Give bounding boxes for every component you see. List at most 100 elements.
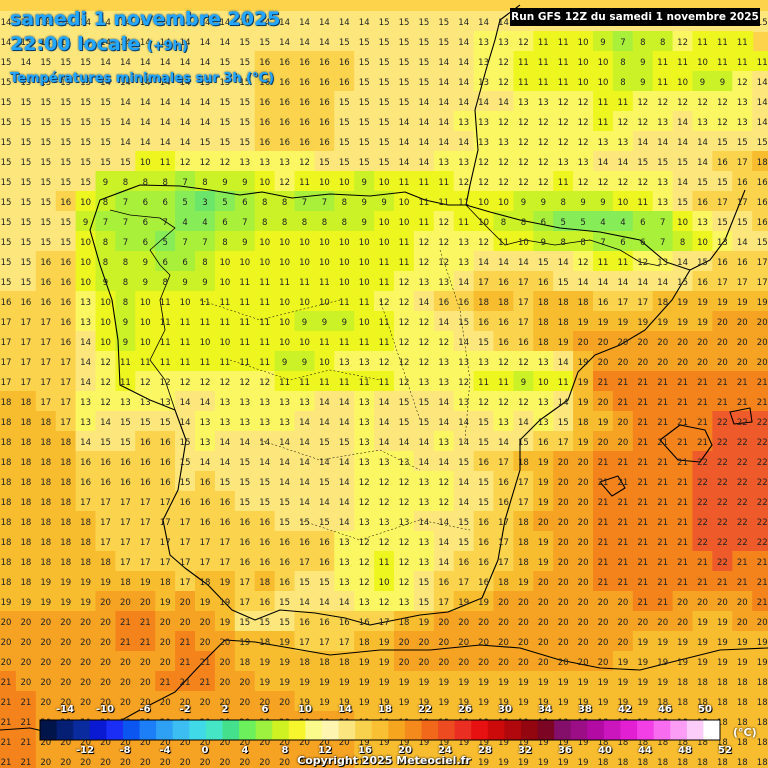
temperature-cell <box>274 191 296 212</box>
temperature-cell <box>513 151 535 172</box>
temperature-cell <box>652 71 674 92</box>
colorbar-swatch <box>388 720 406 740</box>
temperature-cell <box>334 271 356 292</box>
temperature-cell <box>195 231 216 252</box>
temperature-cell <box>334 91 356 112</box>
colorbar-swatch <box>404 720 422 740</box>
temperature-cell <box>394 171 415 192</box>
temperature-cell <box>692 191 714 212</box>
temperature-cell <box>533 111 555 132</box>
temperature-cell <box>35 51 57 72</box>
temperature-cell <box>135 131 157 152</box>
temperature-cell <box>294 71 316 92</box>
temperature-cell <box>513 231 535 252</box>
temperature-cell <box>55 31 77 52</box>
temperature-cell <box>593 131 614 152</box>
temperature-cell <box>195 11 216 32</box>
temperature-cell <box>593 151 614 172</box>
temperature-cell <box>155 191 177 212</box>
temperature-cell <box>75 131 97 152</box>
temperature-cell <box>453 131 475 152</box>
temperature-cell <box>314 231 336 252</box>
temperature-cell <box>473 31 495 52</box>
temperature-cell <box>274 271 296 292</box>
temperature-cell <box>573 191 594 212</box>
temperature-cell <box>15 251 37 272</box>
temperature-cell <box>274 51 296 72</box>
temperature-cell <box>374 251 395 272</box>
temperature-cell <box>175 51 196 72</box>
temperature-cell <box>0 111 17 132</box>
temperature-cell <box>55 91 77 112</box>
temperature-cell <box>75 111 97 132</box>
temperature-cell <box>433 171 455 192</box>
temperature-cell <box>732 71 754 92</box>
temperature-cell <box>692 51 714 72</box>
temperature-cell <box>334 71 356 92</box>
temperature-cell <box>453 271 475 292</box>
temperature-cell <box>0 51 17 72</box>
temperature-cell <box>214 11 236 32</box>
temperature-cell <box>593 251 614 272</box>
colorbar-swatch <box>56 720 74 740</box>
temperature-cell <box>314 171 336 192</box>
temperature-cell <box>135 111 157 132</box>
temperature-cell <box>573 231 594 252</box>
temperature-cell <box>95 171 117 192</box>
temperature-cell <box>155 251 177 272</box>
temperature-cell <box>195 271 216 292</box>
temperature-cell <box>135 171 157 192</box>
temperature-cell <box>274 11 296 32</box>
temperature-cell <box>294 31 316 52</box>
temperature-cell <box>533 171 555 192</box>
temperature-cell <box>314 31 336 52</box>
colorbar-swatch <box>637 720 655 740</box>
temperature-cell <box>254 191 276 212</box>
temperature-cell <box>493 131 515 152</box>
temperature-cell <box>413 211 435 232</box>
temperature-cell <box>294 171 316 192</box>
temperature-cell <box>75 191 97 212</box>
temperature-cell <box>294 11 316 32</box>
temperature-cell <box>15 11 37 32</box>
temperature-cell <box>493 51 515 72</box>
temperature-cell <box>612 111 634 132</box>
temperature-cell <box>294 51 316 72</box>
temperature-cell <box>573 131 594 152</box>
temperature-cell <box>493 71 515 92</box>
temperature-cell <box>15 231 37 252</box>
temperature-cell <box>473 251 495 272</box>
temperature-cell <box>175 191 196 212</box>
temperature-cell <box>274 251 296 272</box>
temperature-cell <box>493 151 515 172</box>
temperature-cell <box>394 271 415 292</box>
temperature-cell <box>732 251 754 272</box>
temperature-cell <box>115 31 137 52</box>
temperature-cell <box>75 271 97 292</box>
temperature-cell <box>672 71 694 92</box>
temperature-cell <box>712 171 734 192</box>
temperature-cell <box>354 231 376 252</box>
temperature-cell <box>55 11 77 32</box>
temperature-cell <box>155 111 177 132</box>
colorbar-swatch <box>106 720 124 740</box>
temperature-cell <box>394 191 415 212</box>
temperature-cell <box>55 171 77 192</box>
temperature-cell <box>672 211 694 232</box>
temperature-cell <box>612 71 634 92</box>
colorbar-top-label: -6 <box>139 704 151 715</box>
temperature-cell <box>374 71 395 92</box>
temperature-cell <box>175 271 196 292</box>
temperature-cell <box>413 251 435 272</box>
temperature-cell <box>35 191 57 212</box>
colorbar-swatch <box>222 720 240 740</box>
temperature-cell <box>453 71 475 92</box>
temperature-cell <box>493 31 515 52</box>
temperature-cell <box>573 111 594 132</box>
temperature-cell <box>593 171 614 192</box>
temperature-cell <box>752 211 768 232</box>
temperature-cell <box>175 251 196 272</box>
temperature-cell <box>314 191 336 212</box>
temperature-cell <box>35 131 57 152</box>
